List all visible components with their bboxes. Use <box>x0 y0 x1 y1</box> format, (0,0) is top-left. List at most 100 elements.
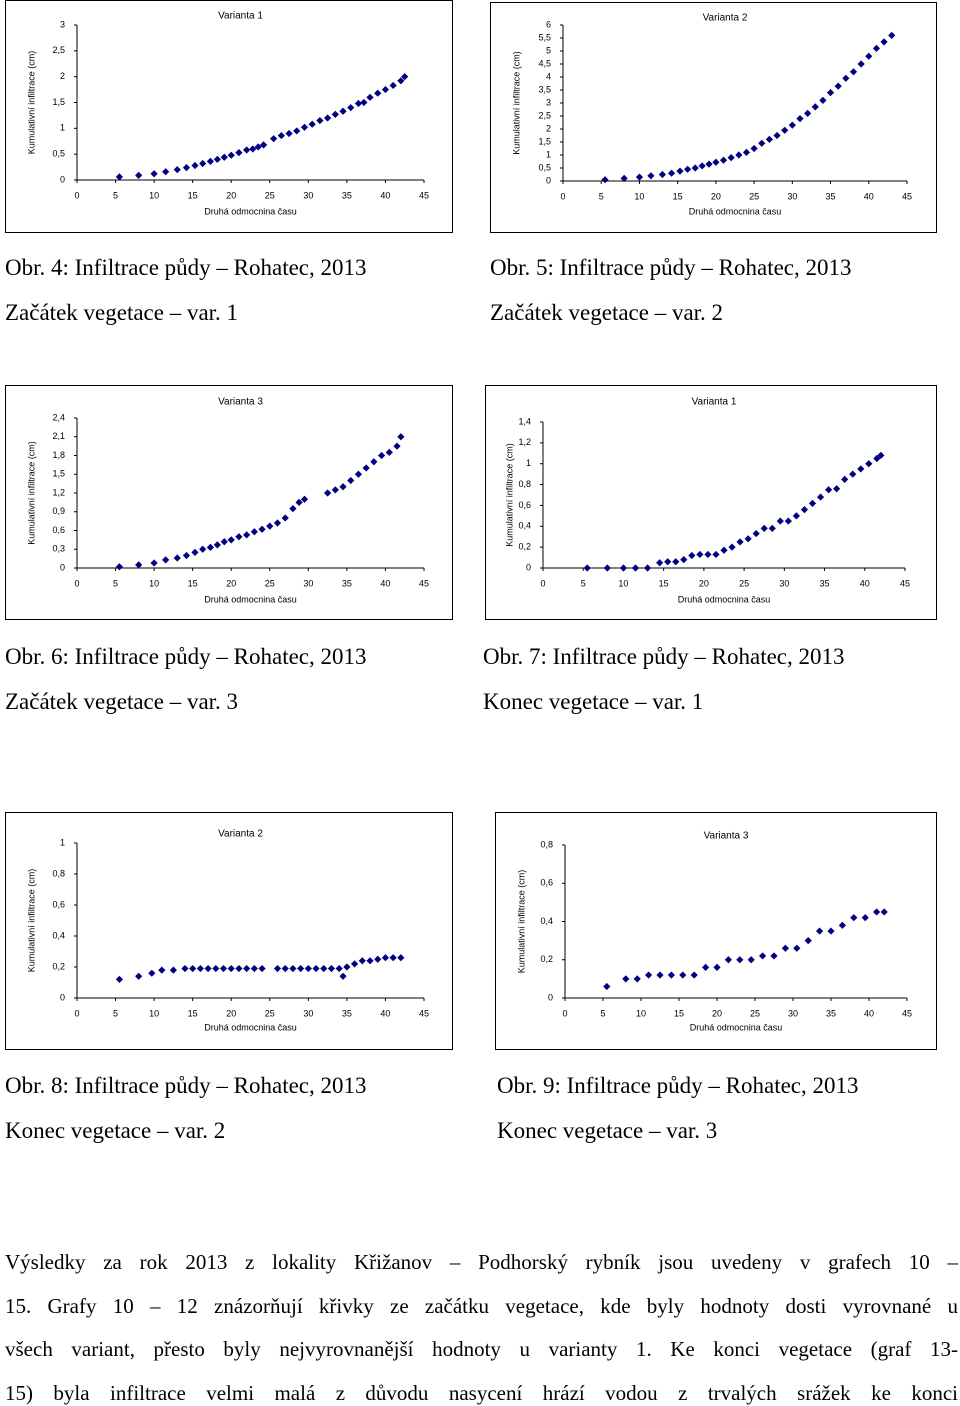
x-tick-label: 10 <box>149 190 159 200</box>
chart-title: Varianta 1 <box>218 11 263 22</box>
data-point <box>758 139 766 147</box>
data-point <box>347 476 355 485</box>
y-tick-label: 3 <box>546 97 551 107</box>
data-point <box>691 164 699 172</box>
x-tick-label: 35 <box>342 190 352 200</box>
x-tick-label: 45 <box>900 578 910 588</box>
y-tick-label: 0 <box>60 992 65 1002</box>
data-point <box>150 559 158 567</box>
data-point <box>196 964 204 973</box>
x-tick-label: 45 <box>902 191 912 201</box>
data-point <box>331 110 339 118</box>
y-tick-label: 0,6 <box>52 525 65 535</box>
x-tick-label: 5 <box>113 1008 118 1018</box>
x-tick-label: 10 <box>149 1008 159 1018</box>
x-tick-label: 15 <box>188 1008 198 1018</box>
y-tick-label: 0,5 <box>52 149 65 159</box>
figure-caption: Obr. 8: Infiltrace půdy – Rohatec, 2013 K… <box>5 1073 367 1144</box>
data-point <box>773 131 781 140</box>
data-point <box>351 960 359 968</box>
x-tick-label: 10 <box>618 578 628 588</box>
y-tick-label: 0,8 <box>540 839 553 849</box>
chart: 0 0,2 0,4 0,6 0,8 0 5 10 15 20 25 30 35 40 45 Varianta … <box>495 812 937 1050</box>
data-point <box>788 121 796 129</box>
data-point <box>736 956 744 964</box>
y-tick-label: 2,5 <box>538 110 551 120</box>
x-tick-label: 15 <box>673 191 683 201</box>
caption-line: Konec vegetace – var. 3 <box>497 1118 718 1143</box>
y-tick-label: 1,4 <box>518 416 531 426</box>
chart-title: Varianta 2 <box>703 13 748 24</box>
data-point <box>401 73 409 81</box>
x-axis-label: Druhá odmocnina času <box>204 206 297 216</box>
chart-title: Varianta 3 <box>704 831 749 842</box>
data-point <box>150 170 158 178</box>
data-point <box>796 115 804 123</box>
y-tick-label: 2 <box>546 123 551 133</box>
caption-line: Obr. 4: Infiltrace půdy – Rohatec, 2013 <box>5 255 367 280</box>
data-point <box>619 564 628 572</box>
data-point <box>672 558 680 566</box>
y-tick-label: 1,2 <box>518 437 531 447</box>
data-point <box>227 964 235 973</box>
data-point <box>397 77 405 85</box>
chart-border <box>490 2 937 233</box>
y-tick-label: 2 <box>60 71 65 81</box>
chart: 0 0,5 1 1,5 2 2,5 3 3,5 4 4,5 5 5,5 6 0 5 10 15 20 25 30 35 4… <box>490 2 937 233</box>
data-point <box>199 159 207 168</box>
data-point <box>742 148 751 156</box>
y-tick-label: 0,4 <box>540 916 553 926</box>
y-tick-label: 5,5 <box>538 32 551 42</box>
y-tick-label: 1,8 <box>52 450 65 460</box>
data-point <box>347 104 355 112</box>
data-point <box>327 964 336 973</box>
y-tick-label: 0,9 <box>52 506 65 516</box>
caption-line: Začátek vegetace – var. 3 <box>5 689 239 714</box>
data-point <box>389 81 397 90</box>
y-axis-label: Kumulativní infiltrace (cm) <box>504 443 514 547</box>
data-point <box>135 972 143 980</box>
y-tick-label: 0 <box>548 992 553 1002</box>
data-point <box>877 451 885 459</box>
x-tick-label: 5 <box>600 1008 605 1018</box>
x-tick-label: 10 <box>149 578 159 588</box>
y-tick-label: 0 <box>546 175 551 185</box>
x-tick-label: 40 <box>860 578 870 588</box>
figure-caption: Obr. 5: Infiltrace půdy – Rohatec, 2013 Z… <box>490 255 852 326</box>
data-point <box>235 149 243 157</box>
x-tick-label: 10 <box>636 1008 646 1018</box>
data-point <box>362 464 370 472</box>
y-tick-label: 1,5 <box>52 469 65 479</box>
data-point <box>266 522 274 530</box>
y-tick-label: 1 <box>546 149 551 159</box>
x-axis-label: Druhá odmocnina času <box>678 594 771 604</box>
data-point <box>206 157 215 165</box>
data-point <box>770 952 778 960</box>
data-point <box>220 538 228 546</box>
x-tick-label: 20 <box>226 190 236 200</box>
x-tick-label: 25 <box>265 190 275 200</box>
y-tick-label: 0,8 <box>52 868 65 878</box>
data-point <box>135 561 143 569</box>
data-point <box>354 470 363 478</box>
data-point <box>690 971 698 979</box>
x-tick-label: 35 <box>820 578 830 588</box>
data-point <box>189 964 197 973</box>
y-tick-label: 1 <box>60 837 65 847</box>
data-point <box>162 168 170 176</box>
data-point <box>360 98 368 107</box>
y-tick-label: 0,4 <box>518 521 531 531</box>
x-tick-label: 0 <box>74 190 79 200</box>
y-tick-label: 0,6 <box>52 899 65 909</box>
data-point <box>824 486 833 494</box>
data-point <box>865 52 873 60</box>
y-tick-label: 0 <box>60 174 65 184</box>
x-tick-label: 20 <box>226 1008 236 1018</box>
caption-line: Konec vegetace – var. 1 <box>483 689 704 714</box>
x-tick-label: 45 <box>902 1008 912 1018</box>
data-point <box>377 451 386 460</box>
data-point <box>827 927 835 935</box>
chart-title: Varianta 2 <box>218 829 263 840</box>
data-point <box>135 171 143 179</box>
